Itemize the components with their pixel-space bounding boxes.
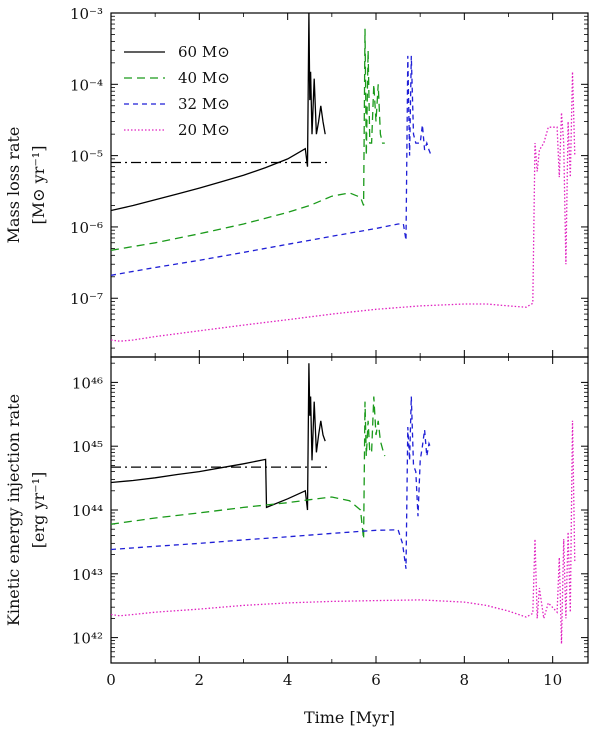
x-tick-label: 0 bbox=[106, 671, 116, 689]
y-tick-label: 10⁴⁴ bbox=[72, 502, 103, 520]
y-tick-label: 10⁴⁵ bbox=[72, 438, 103, 456]
plot-frame-bottom bbox=[110, 356, 589, 664]
series-line bbox=[111, 13, 326, 212]
y-tick-label: 10⁴⁶ bbox=[72, 374, 103, 392]
legend: 60 M⊙ 40 M⊙ 32 M⊙ 20 M⊙ bbox=[124, 43, 230, 139]
series-line bbox=[111, 71, 576, 342]
y-tick-label: 10⁻³ bbox=[70, 5, 103, 23]
y-axis-title: Mass loss rate bbox=[4, 127, 23, 244]
legend-label: 32 M⊙ bbox=[178, 95, 230, 113]
y-tick-label: 10⁻⁴ bbox=[70, 76, 103, 94]
series-line bbox=[111, 396, 432, 569]
x-tick-label: 10 bbox=[543, 671, 562, 689]
series-line bbox=[111, 55, 432, 276]
y-tick-label: 10⁻⁷ bbox=[70, 290, 103, 308]
series-line bbox=[111, 396, 386, 540]
x-tick-label: 4 bbox=[283, 671, 293, 689]
x-tick-label: 6 bbox=[371, 671, 381, 689]
panel-bottom: 10⁴² 10⁴³ 10⁴⁴ 10⁴⁵ 10⁴⁶ 0 2 4 6 8 10 Time [Myr] Kin… bbox=[4, 356, 589, 727]
series-line bbox=[111, 420, 576, 644]
x-axis-title: Time [Myr] bbox=[304, 708, 395, 727]
y-tick-label: 10⁴³ bbox=[72, 566, 103, 584]
y-axis-title: Kinetic energy injection rate bbox=[4, 394, 23, 626]
plot-frame-top bbox=[110, 12, 589, 358]
y-tick-label: 10⁻⁶ bbox=[70, 219, 103, 237]
x-tick-label: 2 bbox=[195, 671, 205, 689]
y-axis-unit: [M⊙ yr⁻¹] bbox=[29, 146, 48, 225]
series-line bbox=[111, 28, 385, 251]
x-tick-label: 8 bbox=[460, 671, 470, 689]
panel-top: 10⁻⁷ 10⁻⁶ 10⁻⁵ 10⁻⁴ 10⁻³ Mass loss rate [M⊙ yr… bbox=[4, 5, 589, 358]
legend-label: 60 M⊙ bbox=[178, 43, 230, 61]
y-tick-label: 10⁻⁵ bbox=[70, 148, 103, 166]
y-tick-label: 10⁴² bbox=[72, 630, 103, 648]
legend-label: 20 M⊙ bbox=[178, 121, 230, 139]
y-axis-unit: [erg yr⁻¹] bbox=[29, 472, 48, 548]
series-line bbox=[111, 363, 326, 511]
legend-label: 40 M⊙ bbox=[178, 69, 230, 87]
